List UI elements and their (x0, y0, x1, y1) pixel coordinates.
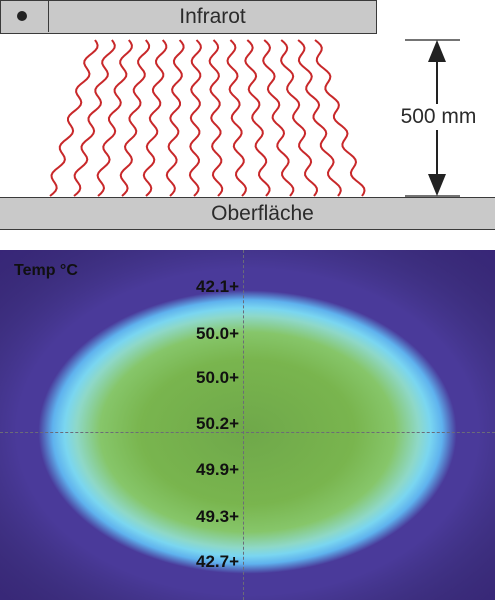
setup-schematic: Infrarot Oberfläche 500 mm (0, 0, 495, 240)
crosshair-vertical (243, 250, 244, 600)
temperature-reading: 50.0+ (195, 324, 239, 343)
infrared-wave (96, 39, 133, 197)
surface-label: Oberfläche (211, 202, 314, 225)
arrow-down-icon (428, 174, 446, 196)
infrared-wave (226, 39, 247, 197)
infrared-wave (73, 39, 116, 197)
temperature-reading: 42.1+ (195, 277, 239, 296)
infrared-waves (49, 39, 366, 197)
emitter-dot-cell (1, 1, 49, 32)
infrared-wave (142, 39, 168, 197)
dot-icon (17, 11, 27, 21)
temperature-reading: 50.2+ (195, 414, 239, 433)
infrared-wave (119, 39, 151, 197)
temperature-reading: 42.7+ (195, 552, 239, 571)
infrared-wave (297, 39, 342, 197)
infrared-wave (314, 39, 366, 197)
temperature-reading: 49.3+ (195, 507, 239, 526)
infrared-wave (244, 39, 271, 197)
thermal-overlay (0, 250, 495, 600)
thermal-image: Temp °C 42.1+ 50.0+ 50.0+ 50.2+ 49.9+ 49… (0, 250, 495, 600)
infrared-emitter: Infrarot (0, 0, 377, 34)
infrared-wave (280, 39, 319, 197)
temperature-title: Temp °C (14, 262, 78, 279)
emitter-label: Infrarot (179, 5, 246, 28)
infrared-wave (49, 39, 99, 197)
crosshair-horizontal (0, 432, 495, 433)
arrow-up-icon (428, 40, 446, 62)
infrared-wave (165, 39, 185, 197)
infrared-wave (262, 39, 295, 197)
temperature-reading: 49.9+ (195, 460, 239, 479)
infrared-wave (188, 39, 202, 197)
target-surface: Oberfläche (0, 197, 495, 230)
temperature-reading: 50.0+ (195, 368, 239, 387)
distance-label: 500 mm (382, 104, 495, 130)
infrared-wave (208, 39, 224, 197)
